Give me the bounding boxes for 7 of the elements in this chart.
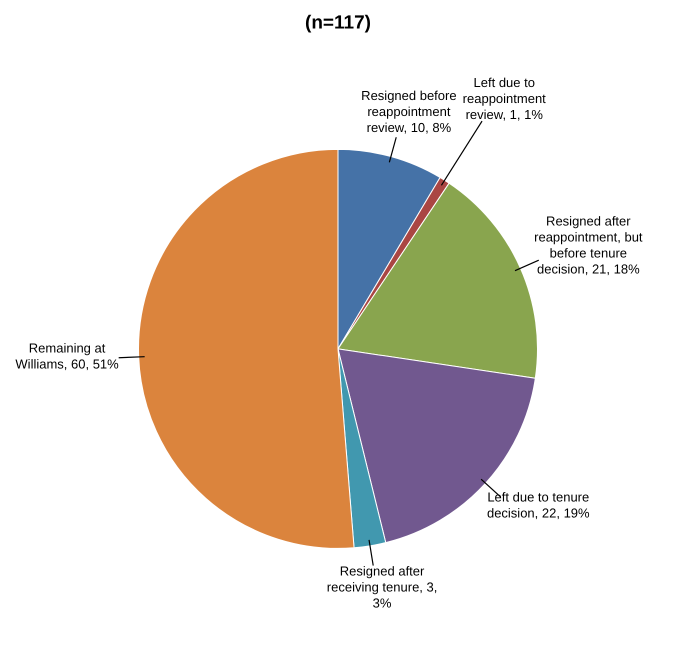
slice-label: Resigned before reappointment review, 10, 8% [361,88,457,136]
slice-label: Remaining at Williams, 60, 51% [15,340,120,372]
slice-label: Left due to tenure decision, 22, 19% [486,489,590,520]
slice-label: Left due to reappointment review, 1, 1% [462,74,546,122]
chart-title: (n=117) [304,12,372,34]
slice-label: Resigned after reappointment, but before tenure decision, 21, 18% [534,213,643,276]
slice-label: Resigned after receiving tenure, 3, 3% [326,563,438,610]
